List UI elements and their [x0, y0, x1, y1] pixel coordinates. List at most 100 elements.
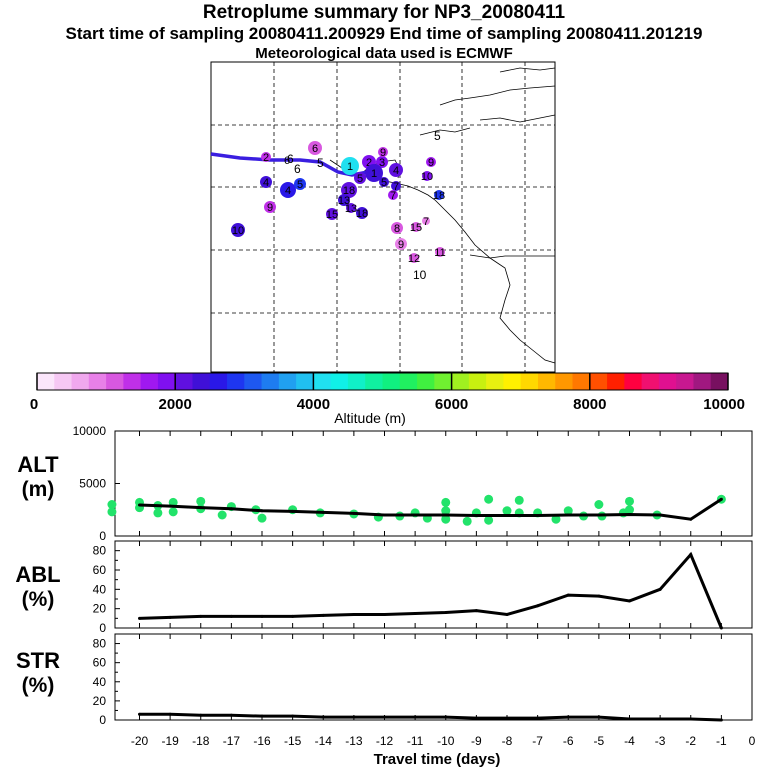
panel-ylabel: STR	[16, 648, 60, 673]
cluster-label: 7	[390, 190, 396, 202]
data-point	[291, 509, 295, 513]
data-point	[321, 715, 325, 719]
colorbar-swatch	[710, 373, 729, 390]
x-tick-label: -16	[253, 734, 271, 748]
x-tick-label: -1	[716, 734, 727, 748]
data-point	[199, 614, 203, 618]
data-point	[505, 612, 509, 616]
cluster-label: 2	[263, 152, 269, 164]
colorbar-swatch	[106, 373, 124, 390]
colorbar-swatch	[658, 373, 677, 390]
y-tick-label: 80	[93, 637, 107, 651]
scatter-point	[107, 500, 117, 509]
data-point	[168, 615, 172, 619]
cluster-label: 18	[433, 190, 445, 202]
data-point	[352, 511, 356, 515]
colorbar-swatch	[537, 373, 556, 390]
colorbar-swatch	[676, 373, 694, 390]
scatter-point	[625, 496, 634, 506]
cluster-label: 13	[345, 203, 357, 215]
cluster-label: 10	[413, 268, 427, 282]
scatter-point	[153, 508, 163, 518]
x-tick-label: -19	[161, 734, 179, 748]
cluster-label: 6	[287, 152, 294, 166]
data-point	[383, 612, 386, 616]
colorbar-swatch	[434, 373, 453, 390]
y-tick-label: 0	[99, 529, 106, 543]
scatter-point	[217, 510, 227, 520]
data-point	[719, 497, 723, 501]
cluster-marker	[308, 141, 322, 155]
cluster-label: 4	[285, 185, 291, 197]
cluster-label: 5	[357, 173, 363, 185]
data-point	[474, 609, 478, 613]
x-tick-label: -9	[471, 734, 482, 748]
colorbar-swatch	[278, 373, 297, 390]
scatter-point	[441, 497, 451, 507]
cluster-marker	[280, 182, 296, 198]
x-tick-label: -5	[594, 734, 605, 748]
data-point	[229, 713, 233, 717]
cluster-marker	[341, 157, 359, 175]
scatter-point	[502, 506, 512, 516]
data-point	[352, 715, 356, 719]
cluster-marker	[326, 208, 338, 220]
x-tick-label: -20	[131, 734, 149, 748]
x-tick-label: -6	[563, 734, 574, 748]
cluster-label: 4	[263, 177, 269, 189]
colorbar-swatch	[641, 373, 660, 390]
panel-ylabel-unit: (%)	[22, 588, 55, 611]
y-tick-label: 20	[93, 694, 107, 708]
y-tick-label: 40	[93, 582, 107, 596]
data-point	[597, 513, 601, 517]
colorbar-swatch	[175, 373, 193, 390]
data-point	[658, 717, 662, 721]
data-point	[138, 503, 141, 507]
colorbar-swatch	[227, 373, 245, 390]
colorbar-swatch	[693, 373, 712, 390]
series-line	[139, 497, 723, 521]
cluster-marker	[435, 247, 445, 257]
colorbar-tick-label: 4000	[297, 396, 330, 413]
data-point	[352, 612, 356, 616]
cluster-marker	[422, 171, 432, 181]
panel-abl: 80 60 40 20 0 ABL(%)	[15, 540, 753, 635]
cluster-label: 1	[347, 161, 353, 173]
cluster-marker	[411, 222, 421, 232]
data-point	[199, 506, 203, 510]
colorbar-swatch	[365, 373, 383, 390]
cluster-label: 12	[408, 253, 420, 265]
cluster-marker	[391, 222, 403, 234]
scatter-point	[514, 495, 524, 505]
cluster-marker	[395, 238, 407, 250]
colorbar-swatch	[417, 373, 435, 390]
cluster-marker	[378, 147, 388, 157]
panel-str: 80 60 40 20 0 STR(%)	[16, 633, 753, 727]
cluster-marker	[365, 164, 383, 182]
x-tick-label: -13	[345, 734, 363, 748]
colorbar-swatch	[468, 373, 487, 390]
data-point	[628, 512, 631, 516]
scatter-point	[441, 514, 451, 524]
cluster-marker	[422, 217, 430, 225]
colorbar-tick-label: 8000	[573, 396, 606, 413]
cluster-label: 9	[380, 147, 386, 159]
colorbar-swatch	[555, 373, 574, 390]
y-tick-label: 0	[99, 621, 106, 635]
panel-frame	[114, 633, 753, 721]
cluster-label: 4	[393, 165, 399, 177]
colorbar-swatch	[88, 373, 107, 390]
colorbar-tick-label: 0	[30, 396, 38, 413]
cluster-marker	[354, 172, 366, 184]
data-point	[505, 514, 509, 518]
data-point	[413, 715, 417, 719]
y-tick-label: 60	[93, 563, 107, 577]
cluster-label: 6	[312, 143, 318, 155]
colorbar-swatch	[399, 373, 418, 390]
colorbar-swatch	[589, 373, 608, 390]
cluster-marker	[379, 177, 389, 187]
panel-alt: 10000 5000 0 ALT(m)	[17, 424, 753, 543]
colorbar-swatch	[330, 373, 349, 390]
colorbar-swatch	[157, 373, 176, 390]
